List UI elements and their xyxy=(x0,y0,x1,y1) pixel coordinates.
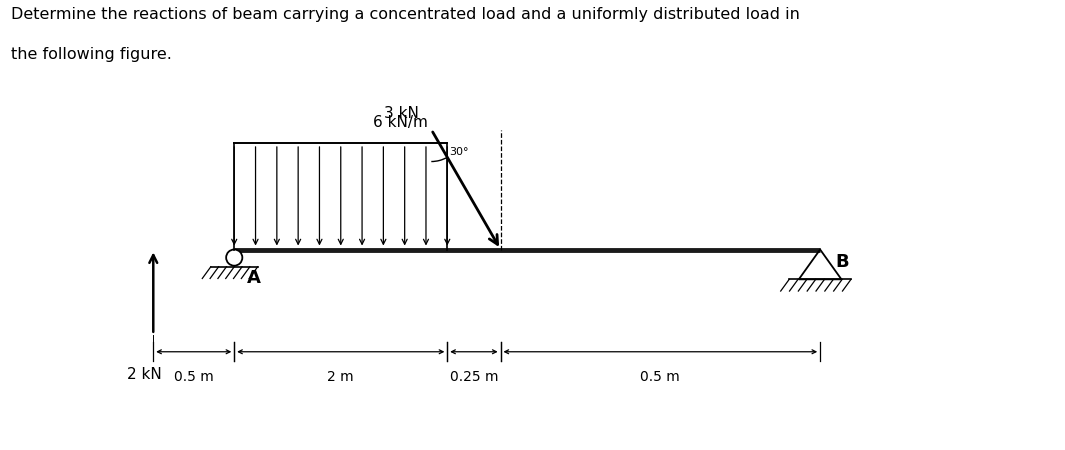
Text: 30°: 30° xyxy=(448,147,469,157)
Text: Determine the reactions of beam carrying a concentrated load and a uniformly dis: Determine the reactions of beam carrying… xyxy=(11,7,800,22)
Text: 0.25 m: 0.25 m xyxy=(449,370,498,384)
Text: 0.5 m: 0.5 m xyxy=(640,370,681,384)
Text: the following figure.: the following figure. xyxy=(11,47,171,62)
Text: 0.5 m: 0.5 m xyxy=(174,370,214,384)
Circle shape xyxy=(226,249,243,266)
Text: 2 m: 2 m xyxy=(327,370,354,384)
Text: A: A xyxy=(247,269,261,287)
Text: 3 kN: 3 kN xyxy=(383,106,419,121)
Text: 2 kN: 2 kN xyxy=(128,367,162,382)
Text: 6 kN/m: 6 kN/m xyxy=(373,115,428,130)
Text: B: B xyxy=(835,253,849,271)
